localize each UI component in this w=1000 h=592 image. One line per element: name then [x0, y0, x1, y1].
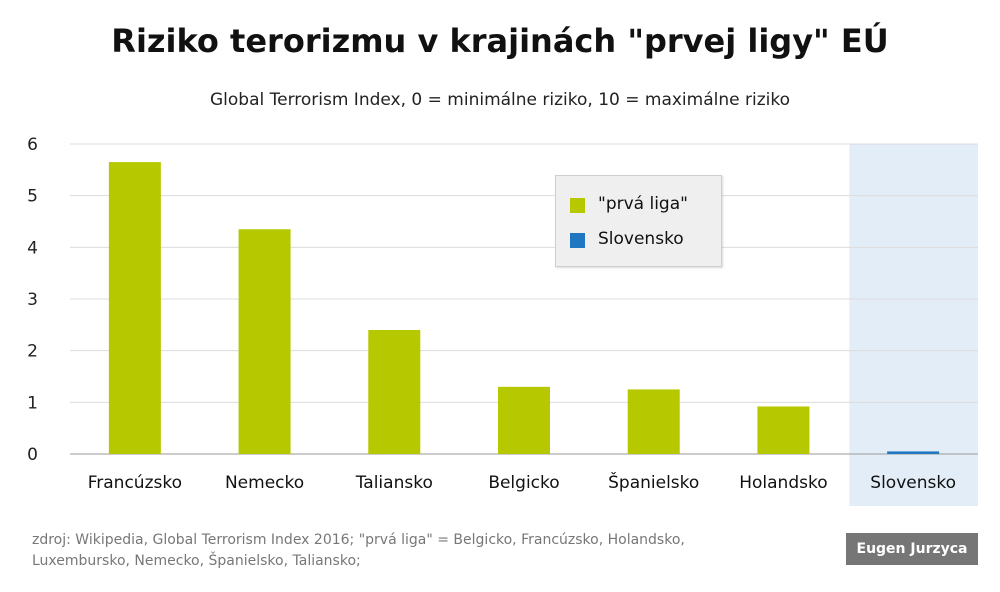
legend-label-prva-liga: "prvá liga" — [598, 194, 688, 214]
x-tick-label: Holandsko — [739, 473, 827, 493]
bar — [627, 389, 680, 454]
y-tick-label: 6 — [27, 135, 38, 155]
x-tick-label: Francúzsko — [88, 473, 182, 493]
x-tick-label: Slovensko — [870, 473, 956, 493]
x-tick-label: Belgicko — [488, 473, 559, 493]
source-note: zdroj: Wikipedia, Global Terrorism Index… — [32, 532, 685, 569]
y-tick-label: 1 — [27, 393, 38, 413]
legend-swatch-slovensko — [570, 233, 585, 248]
y-tick-label: 4 — [27, 238, 38, 258]
chart-subtitle: Global Terrorism Index, 0 = minimálne ri… — [209, 90, 790, 110]
bar — [757, 406, 810, 454]
legend-swatch-prva-liga — [570, 198, 585, 213]
x-tick-label: Taliansko — [355, 473, 433, 493]
y-tick-label: 3 — [27, 290, 38, 310]
bar — [108, 162, 161, 455]
highlight-band — [849, 144, 978, 506]
x-tick-label: Nemecko — [225, 473, 304, 493]
y-tick-label: 0 — [27, 445, 38, 465]
y-tick-label: 5 — [27, 187, 38, 207]
chart-title: Riziko terorizmu v krajinách "prvej ligy… — [111, 22, 889, 60]
bar — [887, 451, 940, 454]
bar — [368, 330, 421, 454]
legend-label-slovensko: Slovensko — [598, 229, 684, 249]
author-badge: Eugen Jurzyca — [846, 533, 978, 565]
bar — [238, 229, 291, 454]
legend: "prvá liga" Slovensko — [555, 175, 722, 267]
y-tick-label: 2 — [27, 342, 38, 362]
x-tick-label: Španielsko — [608, 471, 699, 493]
bar — [498, 386, 550, 454]
